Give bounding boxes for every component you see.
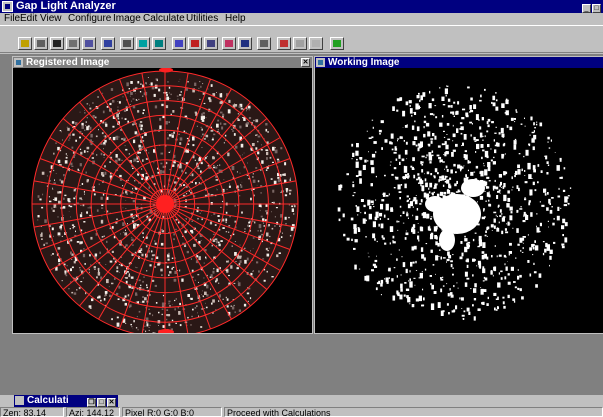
threshold-icon: [139, 40, 147, 47]
color-button[interactable]: [277, 37, 291, 50]
disk-icon: [53, 40, 61, 47]
copy-icon: [85, 40, 93, 47]
restore-button[interactable]: ❐: [87, 398, 96, 407]
status-zenith: Zen: 83.14: [0, 407, 64, 417]
calculations-window-minimized[interactable]: Calculati ❐ □ ✕: [14, 395, 118, 407]
menu-configure[interactable]: Configure: [68, 13, 112, 24]
color-icon: [280, 40, 288, 47]
copy-button[interactable]: [82, 37, 96, 50]
mdi-workspace: Registered Image ✕ Working Image: [0, 54, 603, 395]
close-button[interactable]: ✕: [107, 398, 116, 407]
working-binary-image[interactable]: [315, 68, 603, 333]
save-icon: [37, 40, 45, 47]
disk-button[interactable]: [50, 37, 64, 50]
register-icon: [123, 40, 131, 47]
menu-file[interactable]: File: [4, 13, 21, 24]
zoom-icon: [175, 40, 183, 47]
menu-calculate[interactable]: Calculate: [143, 13, 185, 24]
registered-image-window[interactable]: Registered Image ✕: [12, 56, 313, 334]
menu-edit[interactable]: Edit: [20, 13, 38, 24]
close-button[interactable]: ✕: [301, 58, 310, 67]
save-button[interactable]: [34, 37, 48, 50]
report-button[interactable]: [257, 37, 271, 50]
calibrate-button[interactable]: [238, 37, 252, 50]
maximize-button[interactable]: □: [97, 398, 106, 407]
status-pixel: Pixel R:0 G:0 B:0: [122, 407, 222, 417]
print-icon: [69, 40, 77, 47]
run-icon: [333, 40, 341, 47]
target-icon: [225, 40, 233, 47]
report-icon: [260, 40, 268, 47]
status-message: Proceed with Calculations: [224, 407, 603, 417]
working-image-caption[interactable]: Working Image: [315, 57, 603, 68]
calc-icon: [191, 40, 199, 47]
print-button[interactable]: [66, 37, 80, 50]
status-azimuth: Azi: 144.12: [66, 407, 120, 417]
menu-utilities[interactable]: Utilities: [186, 13, 219, 24]
title-bar[interactable]: Gap Light Analyzer _ □: [0, 0, 603, 13]
window-title: Gap Light Analyzer: [16, 0, 116, 12]
menu-bar: File Edit View Configure Image Calculate…: [0, 13, 603, 25]
zoom-button[interactable]: [172, 37, 186, 50]
child-window-icon: [316, 58, 325, 67]
target-button[interactable]: [222, 37, 236, 50]
registered-image-title: Registered Image: [26, 57, 110, 68]
invert-icon: [155, 40, 163, 47]
invert-button[interactable]: [152, 37, 166, 50]
grid-button[interactable]: [204, 37, 218, 50]
erase-button[interactable]: [309, 37, 323, 50]
child-window-icon: [15, 396, 24, 405]
menu-view[interactable]: View: [40, 13, 62, 24]
registered-image-caption[interactable]: Registered Image ✕: [13, 57, 312, 68]
working-image-title: Working Image: [328, 57, 400, 68]
registered-hemispherical-photo[interactable]: [13, 68, 312, 333]
maximize-button[interactable]: □: [592, 4, 601, 13]
toolbar: [0, 25, 603, 53]
undo-icon: [104, 40, 112, 47]
pen-button[interactable]: [293, 37, 307, 50]
menu-image[interactable]: Image: [113, 13, 141, 24]
threshold-button[interactable]: [136, 37, 150, 50]
grid-icon: [207, 40, 215, 47]
register-button[interactable]: [120, 37, 134, 50]
open-icon: [21, 40, 29, 47]
child-window-icon: [14, 58, 23, 67]
working-image-window[interactable]: Working Image: [314, 56, 603, 334]
open-button[interactable]: [18, 37, 32, 50]
status-bar: Zen: 83.14 Azi: 144.12 Pixel R:0 G:0 B:0…: [0, 407, 603, 417]
app-icon[interactable]: [2, 1, 13, 12]
run-button[interactable]: [330, 37, 344, 50]
pen-icon: [296, 40, 304, 47]
minimize-button[interactable]: _: [582, 4, 591, 13]
calc-button[interactable]: [188, 37, 202, 50]
menu-help[interactable]: Help: [225, 13, 246, 24]
undo-button[interactable]: [101, 37, 115, 50]
calibrate-icon: [241, 40, 249, 47]
erase-icon: [312, 40, 320, 47]
calculations-window-title: Calculati: [27, 395, 69, 406]
